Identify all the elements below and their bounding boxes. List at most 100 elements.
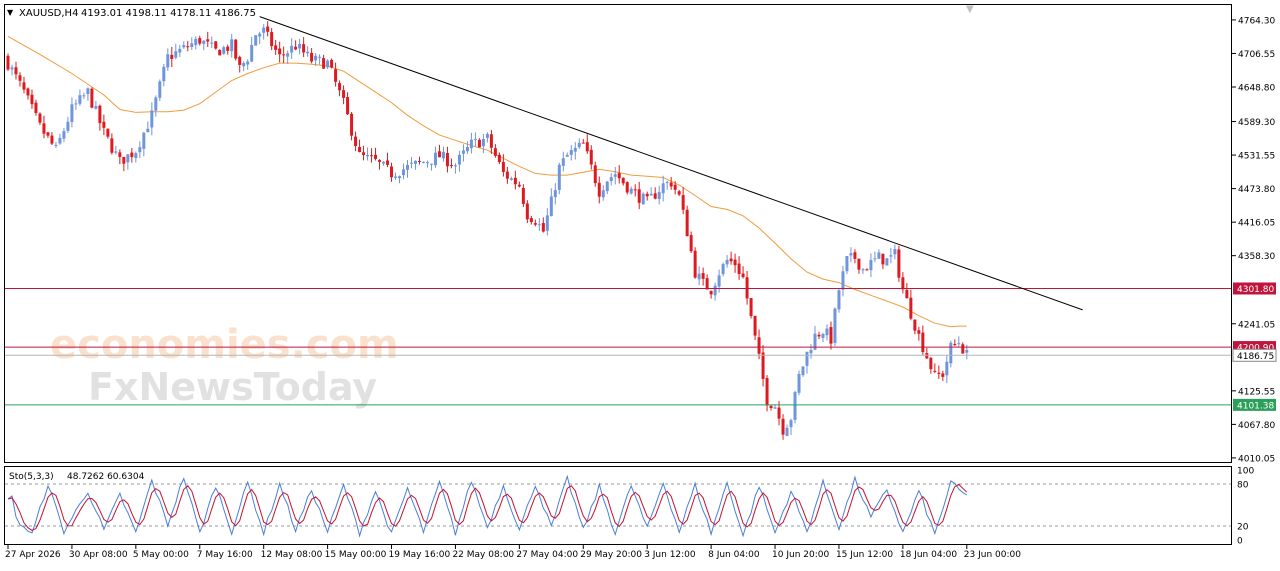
main-chart-frame	[4, 4, 1232, 463]
candle-body	[406, 165, 409, 170]
candle-body	[94, 106, 98, 109]
candle-body	[242, 62, 246, 67]
candle-body	[58, 137, 62, 144]
candle-body	[945, 361, 949, 376]
candle-body	[773, 407, 777, 409]
candle-body	[142, 132, 146, 149]
candle-body	[386, 160, 390, 165]
candle-body	[841, 271, 845, 290]
scroll-marker-icon[interactable]: ▼	[966, 4, 974, 15]
candle-body	[50, 135, 54, 144]
y-tick-label: 4416.05	[1238, 219, 1275, 229]
candle-body	[965, 349, 969, 353]
candle-body	[561, 158, 565, 166]
current-price-label: 4186.75	[1237, 352, 1274, 362]
candle-body	[717, 275, 721, 287]
candle-body	[633, 189, 637, 191]
y-tick-label: 4648.80	[1238, 83, 1275, 93]
candle-body	[645, 193, 649, 197]
stochastic-main-line	[7, 474, 968, 538]
candle-body	[845, 256, 849, 272]
candle-body	[749, 298, 753, 317]
y-tick-label: 4125.55	[1238, 387, 1275, 397]
stochastic-tick-label: 100	[1237, 467, 1254, 477]
candle-body	[14, 67, 18, 75]
candle-body	[90, 88, 94, 108]
candle-body	[765, 378, 769, 406]
candle-body	[398, 176, 402, 179]
candle-body	[941, 373, 945, 377]
candle-body	[362, 152, 366, 155]
candle-body	[170, 54, 174, 59]
candle-body	[789, 420, 793, 428]
candle-body	[210, 42, 214, 44]
level-price-tag	[1233, 398, 1276, 411]
candle-body	[585, 142, 589, 152]
candle-body	[202, 40, 206, 44]
candle-body	[126, 154, 130, 163]
candle-body	[74, 103, 78, 105]
candle-body	[322, 58, 326, 69]
candle-body	[849, 253, 853, 256]
candle-body	[781, 418, 785, 435]
candle-body	[22, 82, 26, 90]
candle-body	[146, 128, 150, 133]
candle-body	[441, 151, 445, 159]
candle-body	[6, 55, 10, 70]
candle-body	[761, 352, 765, 379]
stochastic-tick-label: 20	[1237, 523, 1249, 533]
x-tick-label: 15 May 00:00	[325, 550, 387, 560]
candle-body	[314, 55, 318, 61]
candle-body	[557, 164, 561, 190]
candle-body	[66, 121, 70, 131]
candle-body	[158, 81, 162, 98]
candle-body	[354, 136, 358, 147]
candle-body	[893, 249, 897, 255]
candle-body	[481, 139, 485, 147]
candle-body	[70, 104, 74, 122]
candle-body	[505, 171, 509, 179]
x-tick-label: 30 Apr 08:00	[69, 550, 128, 560]
candle-body	[302, 44, 306, 53]
candle-body	[709, 290, 713, 295]
stochastic-tick-label: 0	[1237, 537, 1243, 547]
x-tick-label: 23 Jun 00:00	[964, 550, 1021, 560]
candle-body	[278, 48, 282, 55]
y-tick-label: 4241.05	[1238, 320, 1275, 330]
candle-body	[593, 165, 597, 184]
candle-body	[549, 196, 553, 217]
y-tick-label: 4010.05	[1238, 454, 1275, 464]
candle-body	[589, 149, 593, 165]
candle-body	[885, 258, 889, 266]
candle-body	[909, 297, 913, 319]
x-tick-label: 10 Jun 20:00	[772, 550, 829, 560]
level-price-label: 4101.38	[1237, 401, 1274, 411]
y-tick-label: 4706.55	[1238, 50, 1275, 60]
candle-body	[813, 333, 817, 350]
candle-body	[649, 193, 653, 196]
candle-body	[677, 191, 681, 195]
candle-body	[713, 285, 717, 296]
candle-body	[350, 113, 354, 136]
candle-body	[517, 184, 521, 187]
candle-body	[238, 56, 242, 65]
candle-body	[118, 152, 122, 157]
candle-body	[469, 139, 473, 149]
candle-body	[461, 150, 465, 154]
candle-body	[250, 44, 254, 62]
descending-trend-line[interactable]	[259, 16, 1083, 311]
candle-body	[46, 132, 50, 136]
candle-body	[929, 357, 933, 370]
candle-body	[310, 52, 314, 62]
candle-body	[150, 110, 154, 128]
candle-body	[114, 151, 118, 153]
symbol-label: XAUUSD,H4	[19, 8, 78, 19]
candle-body	[162, 66, 166, 82]
y-tick-label: 4531.55	[1238, 152, 1275, 162]
candle-body	[445, 152, 449, 167]
menu-triangle-icon[interactable]: ▼	[7, 8, 14, 17]
ohlc-readout: 4193.01 4198.11 4178.11 4186.75	[81, 8, 256, 19]
candle-body	[477, 139, 481, 148]
